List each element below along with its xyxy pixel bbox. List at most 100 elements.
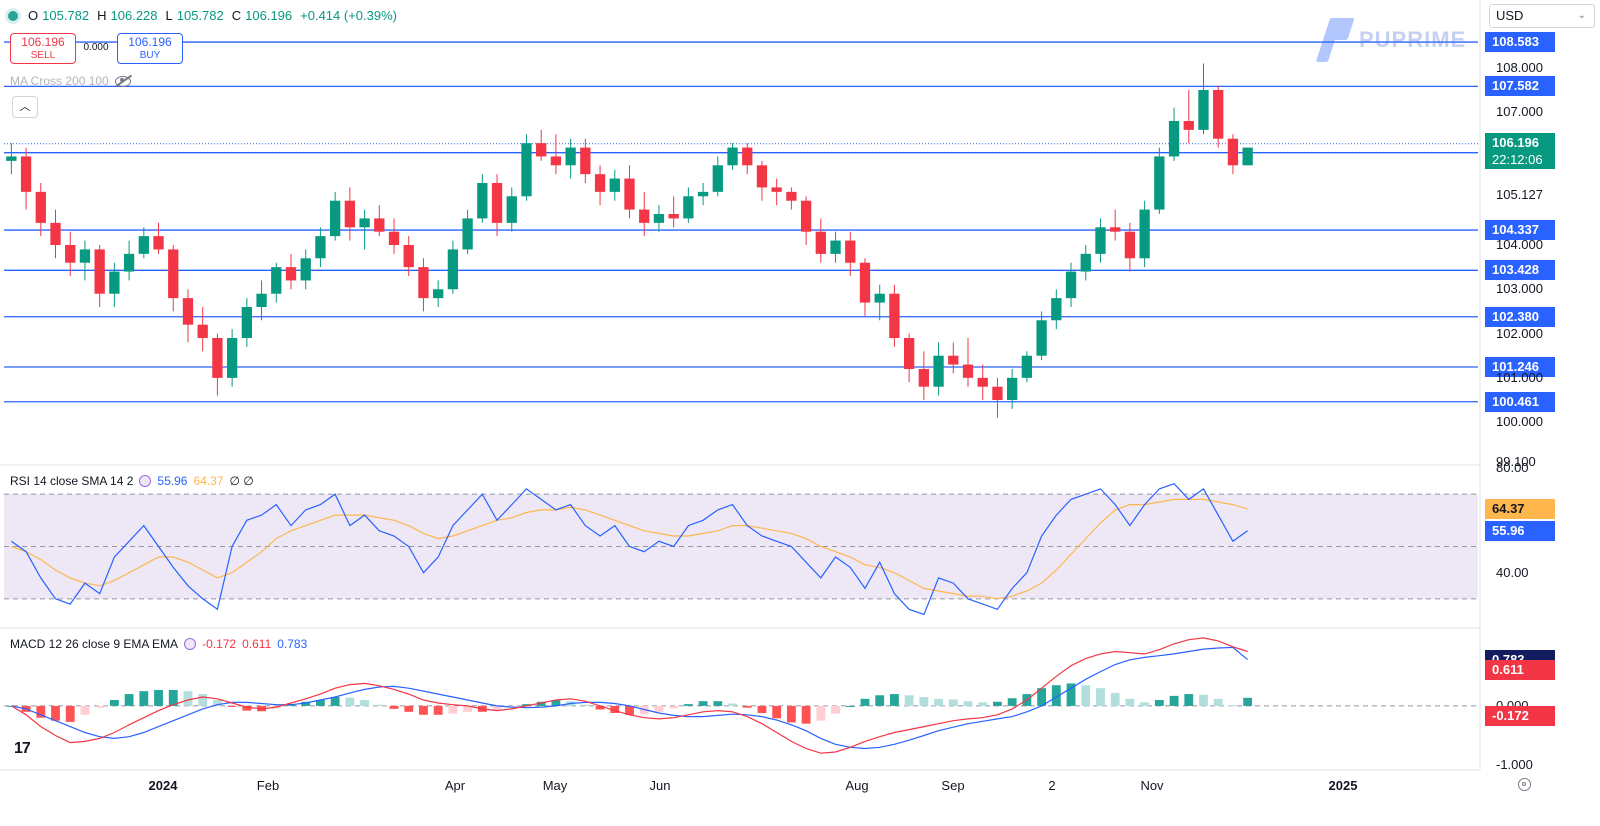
last-price-tag: 106.196 [1485, 132, 1555, 169]
candle-body [226, 338, 238, 378]
candle-body [874, 293, 885, 303]
candle-body [800, 200, 812, 232]
currency-select[interactable]: USD ⌄ [1489, 4, 1595, 28]
time-axis-label: Aug [845, 778, 869, 793]
macd-axis-label: -1.000 [1496, 757, 1533, 773]
macd-histogram-bar [580, 704, 590, 706]
macd-histogram-bar [227, 705, 237, 707]
macd-histogram-bar [713, 701, 723, 706]
indicator-source-icon[interactable] [184, 638, 197, 650]
macd-histogram-bar [51, 705, 60, 721]
candle-body [992, 386, 1003, 400]
macd-line [11, 637, 1248, 754]
macd-histogram-bar [448, 705, 458, 714]
candle-body [727, 147, 738, 166]
macd-histogram-bar [433, 705, 443, 715]
candle-body [418, 267, 429, 299]
macd-histogram-bar [610, 705, 620, 714]
candle-body [65, 245, 76, 263]
macd-histogram-bar [389, 705, 399, 709]
price-level-tag: 102.380 [1485, 306, 1555, 327]
candle-body [594, 174, 606, 192]
change-value: +0.414 (+0.39%) [300, 8, 397, 23]
macd-histogram-bar [1066, 683, 1076, 706]
macd-histogram-bar [801, 705, 811, 724]
time-axis-label: 2024 [148, 778, 178, 793]
settings-icon[interactable] [1518, 778, 1531, 791]
time-axis-label: May [542, 778, 568, 793]
candle-body [1139, 209, 1150, 259]
price-axis-label: 100.000 [1496, 414, 1543, 430]
price-level-tag: 101.246 [1485, 356, 1555, 377]
hidden-eye-icon[interactable] [114, 74, 132, 87]
macd-histogram-bar [816, 705, 826, 721]
candle-body [123, 253, 135, 272]
time-axis-label: 2025 [1328, 778, 1358, 793]
candle-body [565, 147, 576, 166]
rsi-legend[interactable]: RSI 14 close SMA 14 2 55.96 64.37 ∅ ∅ [10, 474, 254, 488]
price-level-tag: 108.583 [1485, 32, 1555, 53]
candle-body [79, 249, 91, 263]
macd-line-value: 0.611 [242, 637, 272, 651]
macd-hist-tag: -0.172 [1485, 706, 1555, 727]
ma-cross-legend[interactable]: MA Cross 200 100 [10, 74, 132, 88]
macd-histogram-bar [919, 697, 929, 706]
sell-label: SELL [30, 50, 56, 61]
macd-histogram-bar [1243, 697, 1253, 706]
sell-button[interactable]: 106.196 SELL [10, 33, 76, 64]
candle-body [859, 262, 871, 303]
candle-body [668, 214, 679, 219]
macd-histogram-bar [419, 705, 428, 715]
macd-histogram-bar [625, 705, 634, 715]
candle-body [256, 293, 267, 307]
time-axis-label: Jun [649, 778, 671, 793]
candle-body [6, 156, 17, 161]
macd-histogram-bar [536, 701, 546, 706]
brand-logo-text: PUPRIME [1359, 27, 1467, 52]
price-axis-label: 101.000 [1496, 369, 1543, 385]
ohlc-legend: O 105.782 H 106.228 L 105.782 C 106.196 +0.4… [8, 8, 401, 23]
candle-body [1095, 227, 1106, 254]
tradingview-logo-icon[interactable]: 17 [14, 740, 31, 757]
candle-body [521, 143, 532, 197]
candle-body [94, 249, 105, 294]
candle-body [477, 183, 488, 219]
price-axis-label: 108.000 [1496, 59, 1543, 75]
candle-body [168, 249, 179, 299]
rsi-sma-value: 64.37 [193, 474, 224, 488]
macd-histogram-bar [654, 705, 664, 712]
candle-body [948, 355, 959, 365]
candle-body [153, 236, 164, 250]
candle-body [933, 355, 944, 387]
candle-body [506, 196, 517, 223]
buy-price: 106.196 [128, 35, 172, 49]
macd-legend[interactable]: MACD 12 26 close 9 EMA EMA -0.172 0.611 … [10, 637, 307, 651]
macd-histogram-bar [345, 697, 355, 706]
countdown-label: 22:12:06 [1492, 151, 1543, 167]
candle-body [20, 156, 32, 192]
macd-histogram-bar [742, 705, 752, 708]
macd-line-tag: 0.611 [1485, 659, 1555, 680]
ma-cross-label: MA Cross 200 100 [10, 74, 109, 88]
time-axis-label: 2 [1048, 778, 1056, 793]
rsi-value: 55.96 [157, 474, 188, 488]
candle-body [109, 271, 120, 294]
macd-histogram-bar [36, 705, 46, 718]
candle-body [962, 364, 974, 378]
macd-histogram-bar [728, 703, 737, 706]
macd-histogram-bar [374, 704, 384, 706]
collapse-legend-button[interactable]: ︿ [12, 96, 38, 118]
buy-button[interactable]: 106.196 BUY [117, 33, 183, 64]
macd-histogram-bar [1140, 702, 1150, 706]
candle-body [241, 307, 252, 338]
candle-body [845, 240, 856, 263]
indicator-source-icon[interactable] [139, 475, 152, 487]
macd-histogram-bar [95, 705, 105, 708]
candle-body [271, 267, 282, 294]
candle-body [433, 289, 444, 299]
price-level-tag: 100.461 [1485, 391, 1555, 412]
candle-body [212, 338, 223, 378]
price-axis-label: 107.000 [1496, 104, 1543, 120]
